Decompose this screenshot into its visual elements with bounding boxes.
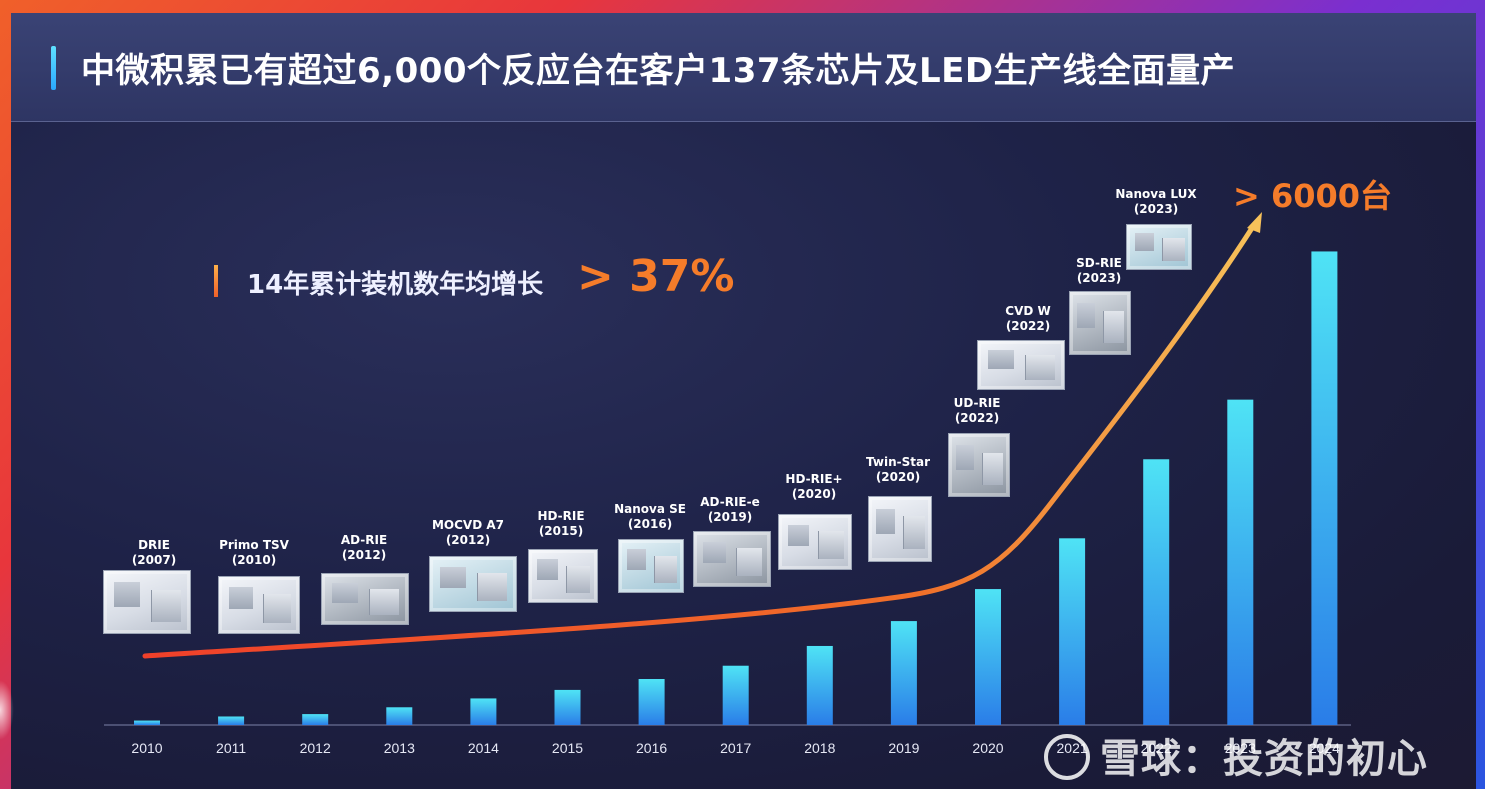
watermark: 雪球：投资的初心: [1044, 726, 1428, 784]
x-tick-label-2018: 2018: [804, 740, 835, 756]
kpi-value: > 37%: [577, 251, 735, 302]
bar-2018: [806, 645, 833, 725]
x-tick-label-2016: 2016: [636, 740, 667, 756]
edge-glow: [0, 680, 14, 740]
product-year: (2020): [791, 487, 837, 501]
bar-2010: [134, 720, 160, 725]
bar-2022: [1143, 459, 1170, 725]
product-label: HD-RIE (2015): [501, 509, 621, 539]
product-name: DRIE: [138, 538, 170, 552]
x-tick-label-2022: 2022: [1141, 740, 1172, 756]
bar-2023: [1227, 399, 1254, 725]
bar-2015: [554, 689, 581, 725]
product-year: (2022): [1005, 319, 1051, 333]
growth-trend-arrow: [142, 222, 1257, 659]
product-year: (2019): [707, 510, 753, 524]
product-name: HD-RIE: [537, 509, 585, 523]
total-units-label: > 6000台: [1233, 177, 1393, 215]
product-name: HD-RIE+: [785, 472, 843, 486]
product-label: Nanova SE (2016): [590, 502, 710, 532]
product-label: DRIE (2007): [94, 538, 214, 568]
x-tick-label-2023: 2023: [1225, 740, 1256, 756]
x-tick-label-2011: 2011: [216, 740, 246, 756]
product-label: Nanova LUX (2023): [1096, 187, 1216, 217]
x-tick-label-2020: 2020: [972, 740, 1003, 756]
product-name: AD-RIE: [340, 533, 388, 547]
bar-2016: [638, 679, 665, 725]
product-label: AD-RIE-e (2019): [670, 495, 790, 525]
slide: 中微积累已有超过6,000个反应台在客户137条芯片及LED生产线全面量产 14…: [11, 13, 1476, 789]
etch-tool-image: [1069, 291, 1131, 355]
x-tick-label-2013: 2013: [384, 740, 415, 756]
x-tick-label-2012: 2012: [300, 740, 331, 756]
product-year: (2023): [1076, 271, 1122, 285]
product-name: SD-RIE: [1076, 256, 1122, 270]
kpi-accent-bar: [214, 265, 218, 297]
snowball-logo-icon: [1044, 734, 1090, 780]
title-accent-bar: [51, 46, 56, 90]
product-label: Primo TSV (2010): [194, 538, 314, 568]
x-tick-label-2014: 2014: [468, 740, 499, 756]
product-name: Nanova SE: [614, 502, 686, 516]
product-year: (2016): [627, 517, 673, 531]
trend-arrowhead: [1247, 212, 1262, 233]
x-tick-label-2010: 2010: [131, 740, 162, 756]
product-label: UD-RIE (2022): [917, 396, 1037, 426]
product-label: Twin-Star (2020): [838, 455, 958, 485]
product-year: (2007): [131, 553, 177, 567]
etch-tool-image: [218, 576, 300, 634]
bar-2024: [1311, 251, 1338, 725]
etch-tool-image: [103, 570, 191, 634]
bar-2011: [218, 716, 245, 725]
product-year: (2020): [875, 470, 921, 484]
mocvd-tool-image: [429, 556, 517, 612]
product-label: HD-RIE+ (2020): [754, 472, 874, 502]
bar-2017: [722, 665, 749, 725]
product-year: (2012): [445, 533, 491, 547]
bar-2019: [890, 621, 917, 725]
bar-chart: 2010 2011 2012 2013 2014 2015 2016 2017 2018 2019…: [104, 212, 1351, 756]
kpi-label: 14年累计装机数年均增长: [247, 270, 544, 300]
product-name: AD-RIE-e: [700, 495, 760, 509]
product-year: (2023): [1133, 202, 1179, 216]
product-label: CVD W (2022): [968, 304, 1088, 334]
x-tick-label-2019: 2019: [888, 740, 919, 756]
bar-2021: [1059, 538, 1086, 725]
product-year: (2022): [954, 411, 1000, 425]
product-name: MOCVD A7: [431, 518, 504, 532]
product-label: MOCVD A7 (2012): [408, 518, 528, 548]
product-name: Nanova LUX: [1115, 187, 1197, 201]
product-year: (2012): [341, 548, 387, 562]
cvd-tool-image: [977, 340, 1065, 390]
title-header: 中微积累已有超过6,000个反应台在客户137条芯片及LED生产线全面量产: [11, 13, 1476, 122]
watermark-text: 雪球：投资的初心: [1100, 736, 1428, 782]
product-name: Primo TSV: [219, 538, 289, 552]
bar-2012: [302, 714, 329, 725]
product-year: (2015): [538, 524, 584, 538]
bar-2020: [975, 589, 1001, 725]
product-name: UD-RIE: [953, 396, 1001, 410]
bar-2014: [470, 698, 497, 725]
etch-tool-image: [1126, 224, 1192, 270]
product-year: (2010): [231, 553, 277, 567]
product-name: CVD W: [1005, 304, 1051, 318]
x-tick-label-2015: 2015: [552, 740, 583, 756]
product-label: SD-RIE (2023): [1039, 256, 1159, 286]
etch-tool-image: [868, 496, 932, 562]
etch-tool-image: [778, 514, 852, 570]
product-name: Twin-Star: [866, 455, 930, 469]
etch-tool-image: [528, 549, 598, 603]
etch-tool-image: [693, 531, 771, 587]
x-tick-label-2017: 2017: [720, 740, 751, 756]
x-tick-label-2024: 2024: [1309, 740, 1340, 756]
product-label: AD-RIE (2012): [304, 533, 424, 563]
etch-tool-image: [618, 539, 684, 593]
page-title: 中微积累已有超过6,000个反应台在客户137条芯片及LED生产线全面量产: [81, 51, 1236, 91]
etch-tool-image: [948, 433, 1010, 497]
etch-tool-image: [321, 573, 409, 625]
bar-2013: [386, 707, 413, 725]
